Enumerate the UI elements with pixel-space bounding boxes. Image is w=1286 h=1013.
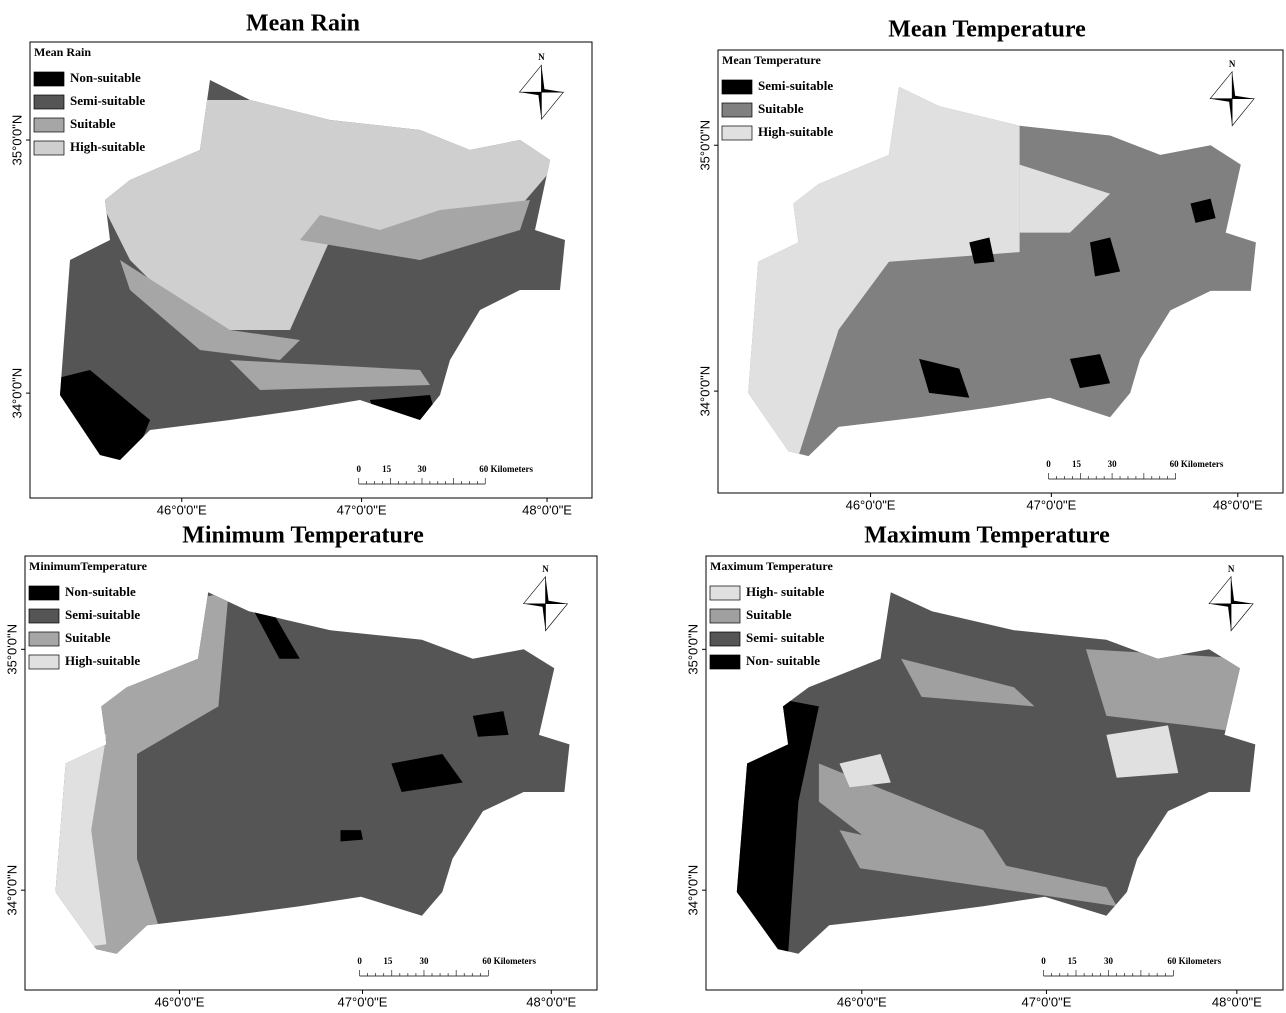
panel-title: Mean Temperature — [888, 17, 1086, 43]
legend-label: Semi-suitable — [758, 78, 833, 93]
y-label: 34°0'0"N — [685, 865, 700, 916]
legend-label: Non-suitable — [70, 70, 141, 85]
x-label: 47°0'0"E — [338, 994, 388, 1009]
scale-label: 0 — [357, 464, 362, 474]
x-label: 47°0'0"E — [337, 502, 387, 517]
legend-label: Semi- suitable — [746, 630, 825, 645]
scale-label: 60 Kilometers — [1167, 956, 1221, 966]
north-label: N — [1228, 564, 1235, 574]
x-label: 48°0'0"E — [522, 502, 572, 517]
x-label: 48°0'0"E — [526, 994, 576, 1009]
legend-title: Mean Rain — [34, 45, 91, 59]
legend-swatch — [29, 632, 59, 646]
panel-title: Mean Rain — [246, 11, 360, 37]
legend-title: Maximum Temperature — [710, 559, 833, 573]
legend-swatch — [722, 126, 752, 140]
legend-label: Suitable — [65, 630, 111, 645]
legend-label: Non- suitable — [746, 653, 820, 668]
scale-label: 30 — [417, 464, 427, 474]
legend-swatch — [34, 118, 64, 132]
y-label: 34°0'0"N — [9, 368, 24, 419]
panel-title: Maximum Temperature — [864, 523, 1110, 549]
x-label: 48°0'0"E — [1213, 497, 1263, 512]
region — [1106, 725, 1178, 777]
north-label: N — [538, 52, 545, 62]
legend-label: High-suitable — [65, 653, 140, 668]
y-label: 34°0'0"N — [697, 366, 712, 417]
legend-title: MinimumTemperature — [29, 559, 148, 573]
x-label: 46°0'0"E — [837, 994, 887, 1009]
y-label: 34°0'0"N — [4, 865, 19, 916]
scale-label: 30 — [1108, 459, 1118, 469]
legend-title: Mean Temperature — [722, 53, 821, 67]
figure: Mean Rain Mean Rain Non-suitable Semi-suita… — [0, 0, 1286, 1013]
scale-label: 15 — [383, 956, 393, 966]
legend-swatch — [29, 655, 59, 669]
legend-label: Suitable — [70, 116, 116, 131]
legend-swatch — [34, 72, 64, 86]
legend-label: High-suitable — [758, 124, 833, 139]
scale-label: 15 — [1072, 459, 1082, 469]
scale-label: 0 — [1041, 956, 1046, 966]
legend-label: Semi-suitable — [65, 607, 140, 622]
legend-swatch — [710, 655, 740, 669]
legend-swatch — [710, 632, 740, 646]
x-label: 46°0'0"E — [154, 994, 204, 1009]
scale-label: 60 Kilometers — [479, 464, 533, 474]
legend-swatch — [722, 103, 752, 117]
legend-label: Semi-suitable — [70, 93, 145, 108]
scale-label: 60 Kilometers — [1170, 459, 1224, 469]
region — [341, 830, 363, 841]
scale-label: 0 — [357, 956, 362, 966]
legend-swatch — [34, 141, 64, 155]
north-label: N — [1229, 59, 1236, 69]
y-label: 35°0'0"N — [4, 624, 19, 675]
legend-swatch — [29, 586, 59, 600]
legend-swatch — [34, 95, 64, 109]
y-label: 35°0'0"N — [9, 115, 24, 166]
scale-label: 15 — [1068, 956, 1078, 966]
y-label: 35°0'0"N — [697, 120, 712, 171]
x-label: 47°0'0"E — [1021, 994, 1071, 1009]
legend-label: High- suitable — [746, 584, 825, 599]
x-label: 48°0'0"E — [1212, 994, 1262, 1009]
legend-label: Suitable — [746, 607, 792, 622]
legend-label: High-suitable — [70, 139, 145, 154]
scale-label: 30 — [419, 956, 429, 966]
x-label: 47°0'0"E — [1026, 497, 1076, 512]
legend-label: Suitable — [758, 101, 804, 116]
scale-label: 60 Kilometers — [482, 956, 536, 966]
legend-label: Non-suitable — [65, 584, 136, 599]
scale-label: 15 — [382, 464, 392, 474]
legend-swatch — [722, 80, 752, 94]
legend-swatch — [710, 609, 740, 623]
legend-swatch — [29, 609, 59, 623]
legend-swatch — [710, 586, 740, 600]
y-label: 35°0'0"N — [685, 624, 700, 675]
x-label: 46°0'0"E — [846, 497, 896, 512]
panel-title: Minimum Temperature — [182, 523, 424, 549]
x-label: 46°0'0"E — [157, 502, 207, 517]
scale-label: 30 — [1104, 956, 1114, 966]
scale-label: 0 — [1046, 459, 1051, 469]
north-label: N — [542, 564, 549, 574]
